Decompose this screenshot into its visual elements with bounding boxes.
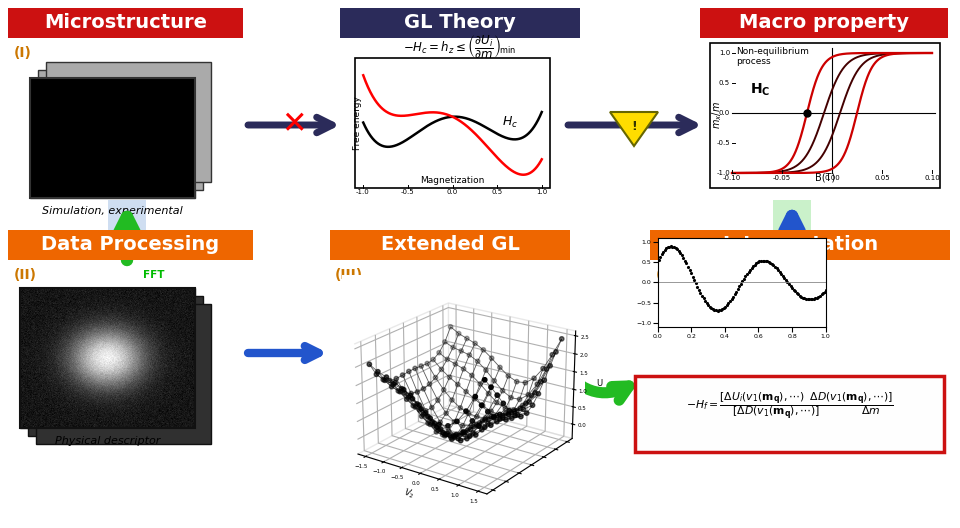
Text: $-H_f = \dfrac{\left[\Delta U_i(v_1(\mathbf{m_q}),\cdots)\;\; \Delta D(v_1(\math: $-H_f = \dfrac{\left[\Delta U_i(v_1(\mat… xyxy=(685,390,894,421)
FancyArrowPatch shape xyxy=(568,117,694,133)
Text: Magnetization: Magnetization xyxy=(420,176,485,185)
Text: -0.05: -0.05 xyxy=(773,175,791,181)
Text: FFT: FFT xyxy=(143,270,165,280)
Text: 0.0: 0.0 xyxy=(446,189,458,195)
Text: $\mathbf{H_C}$: $\mathbf{H_C}$ xyxy=(750,82,770,98)
FancyBboxPatch shape xyxy=(8,230,253,260)
FancyArrowPatch shape xyxy=(248,346,319,360)
Text: 1.0: 1.0 xyxy=(537,189,547,195)
Text: $H_c$: $H_c$ xyxy=(502,115,517,129)
Text: Intrepretation: Intrepretation xyxy=(722,235,878,254)
Text: Simulation, experimental: Simulation, experimental xyxy=(41,206,182,216)
FancyArrowPatch shape xyxy=(556,360,629,400)
X-axis label: $V_2$: $V_2$ xyxy=(401,486,416,501)
FancyBboxPatch shape xyxy=(38,70,203,190)
Text: 1.0: 1.0 xyxy=(719,50,730,56)
Text: 0.5: 0.5 xyxy=(719,80,730,86)
Text: 0.0: 0.0 xyxy=(719,110,730,116)
Text: Data Processing: Data Processing xyxy=(41,235,220,254)
Text: !: ! xyxy=(631,119,636,133)
Text: 0.00: 0.00 xyxy=(824,175,840,181)
FancyBboxPatch shape xyxy=(108,200,146,260)
Text: Free energy: Free energy xyxy=(353,96,363,150)
FancyBboxPatch shape xyxy=(46,62,211,182)
FancyBboxPatch shape xyxy=(635,376,944,452)
Text: $m_x/m$: $m_x/m$ xyxy=(710,101,724,129)
Text: (I): (I) xyxy=(14,46,32,60)
FancyArrowPatch shape xyxy=(784,216,800,260)
Text: Extended GL: Extended GL xyxy=(380,235,519,254)
FancyBboxPatch shape xyxy=(20,288,195,428)
Text: 0.05: 0.05 xyxy=(875,175,890,181)
Text: (IV): (IV) xyxy=(656,268,684,282)
Polygon shape xyxy=(610,112,658,146)
FancyBboxPatch shape xyxy=(330,230,570,260)
Text: Macro property: Macro property xyxy=(739,14,909,33)
FancyArrowPatch shape xyxy=(119,217,134,260)
Text: ✕: ✕ xyxy=(281,110,307,139)
Text: 0.10: 0.10 xyxy=(924,175,940,181)
Text: Physical descriptor: Physical descriptor xyxy=(56,436,160,446)
Text: Non-equilibrium
process: Non-equilibrium process xyxy=(736,47,809,67)
Text: -1.0: -1.0 xyxy=(356,189,370,195)
FancyBboxPatch shape xyxy=(773,200,811,260)
Text: GL Theory: GL Theory xyxy=(404,14,516,33)
Text: $-H_c = h_z \leq \left(\dfrac{\partial U_i}{\partial m}\right)_{\!\min}$: $-H_c = h_z \leq \left(\dfrac{\partial U… xyxy=(403,34,516,61)
Text: B(T): B(T) xyxy=(815,173,835,183)
Text: -0.10: -0.10 xyxy=(723,175,741,181)
FancyBboxPatch shape xyxy=(650,230,950,260)
Text: 0.5: 0.5 xyxy=(492,189,503,195)
Text: (II): (II) xyxy=(14,268,37,282)
FancyBboxPatch shape xyxy=(30,78,195,198)
FancyBboxPatch shape xyxy=(8,8,243,38)
FancyBboxPatch shape xyxy=(340,8,580,38)
Text: -0.5: -0.5 xyxy=(716,140,730,146)
FancyBboxPatch shape xyxy=(28,296,203,436)
Text: Microstructure: Microstructure xyxy=(44,14,207,33)
FancyBboxPatch shape xyxy=(355,58,550,188)
Text: (III): (III) xyxy=(335,268,363,282)
Text: -0.5: -0.5 xyxy=(401,189,415,195)
FancyArrowPatch shape xyxy=(248,117,332,133)
FancyBboxPatch shape xyxy=(36,304,211,444)
Text: -1.0: -1.0 xyxy=(716,170,730,176)
FancyBboxPatch shape xyxy=(710,43,940,188)
FancyBboxPatch shape xyxy=(700,8,948,38)
